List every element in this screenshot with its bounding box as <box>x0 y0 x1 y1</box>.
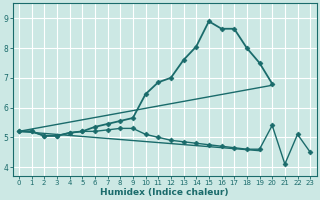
X-axis label: Humidex (Indice chaleur): Humidex (Indice chaleur) <box>100 188 229 197</box>
